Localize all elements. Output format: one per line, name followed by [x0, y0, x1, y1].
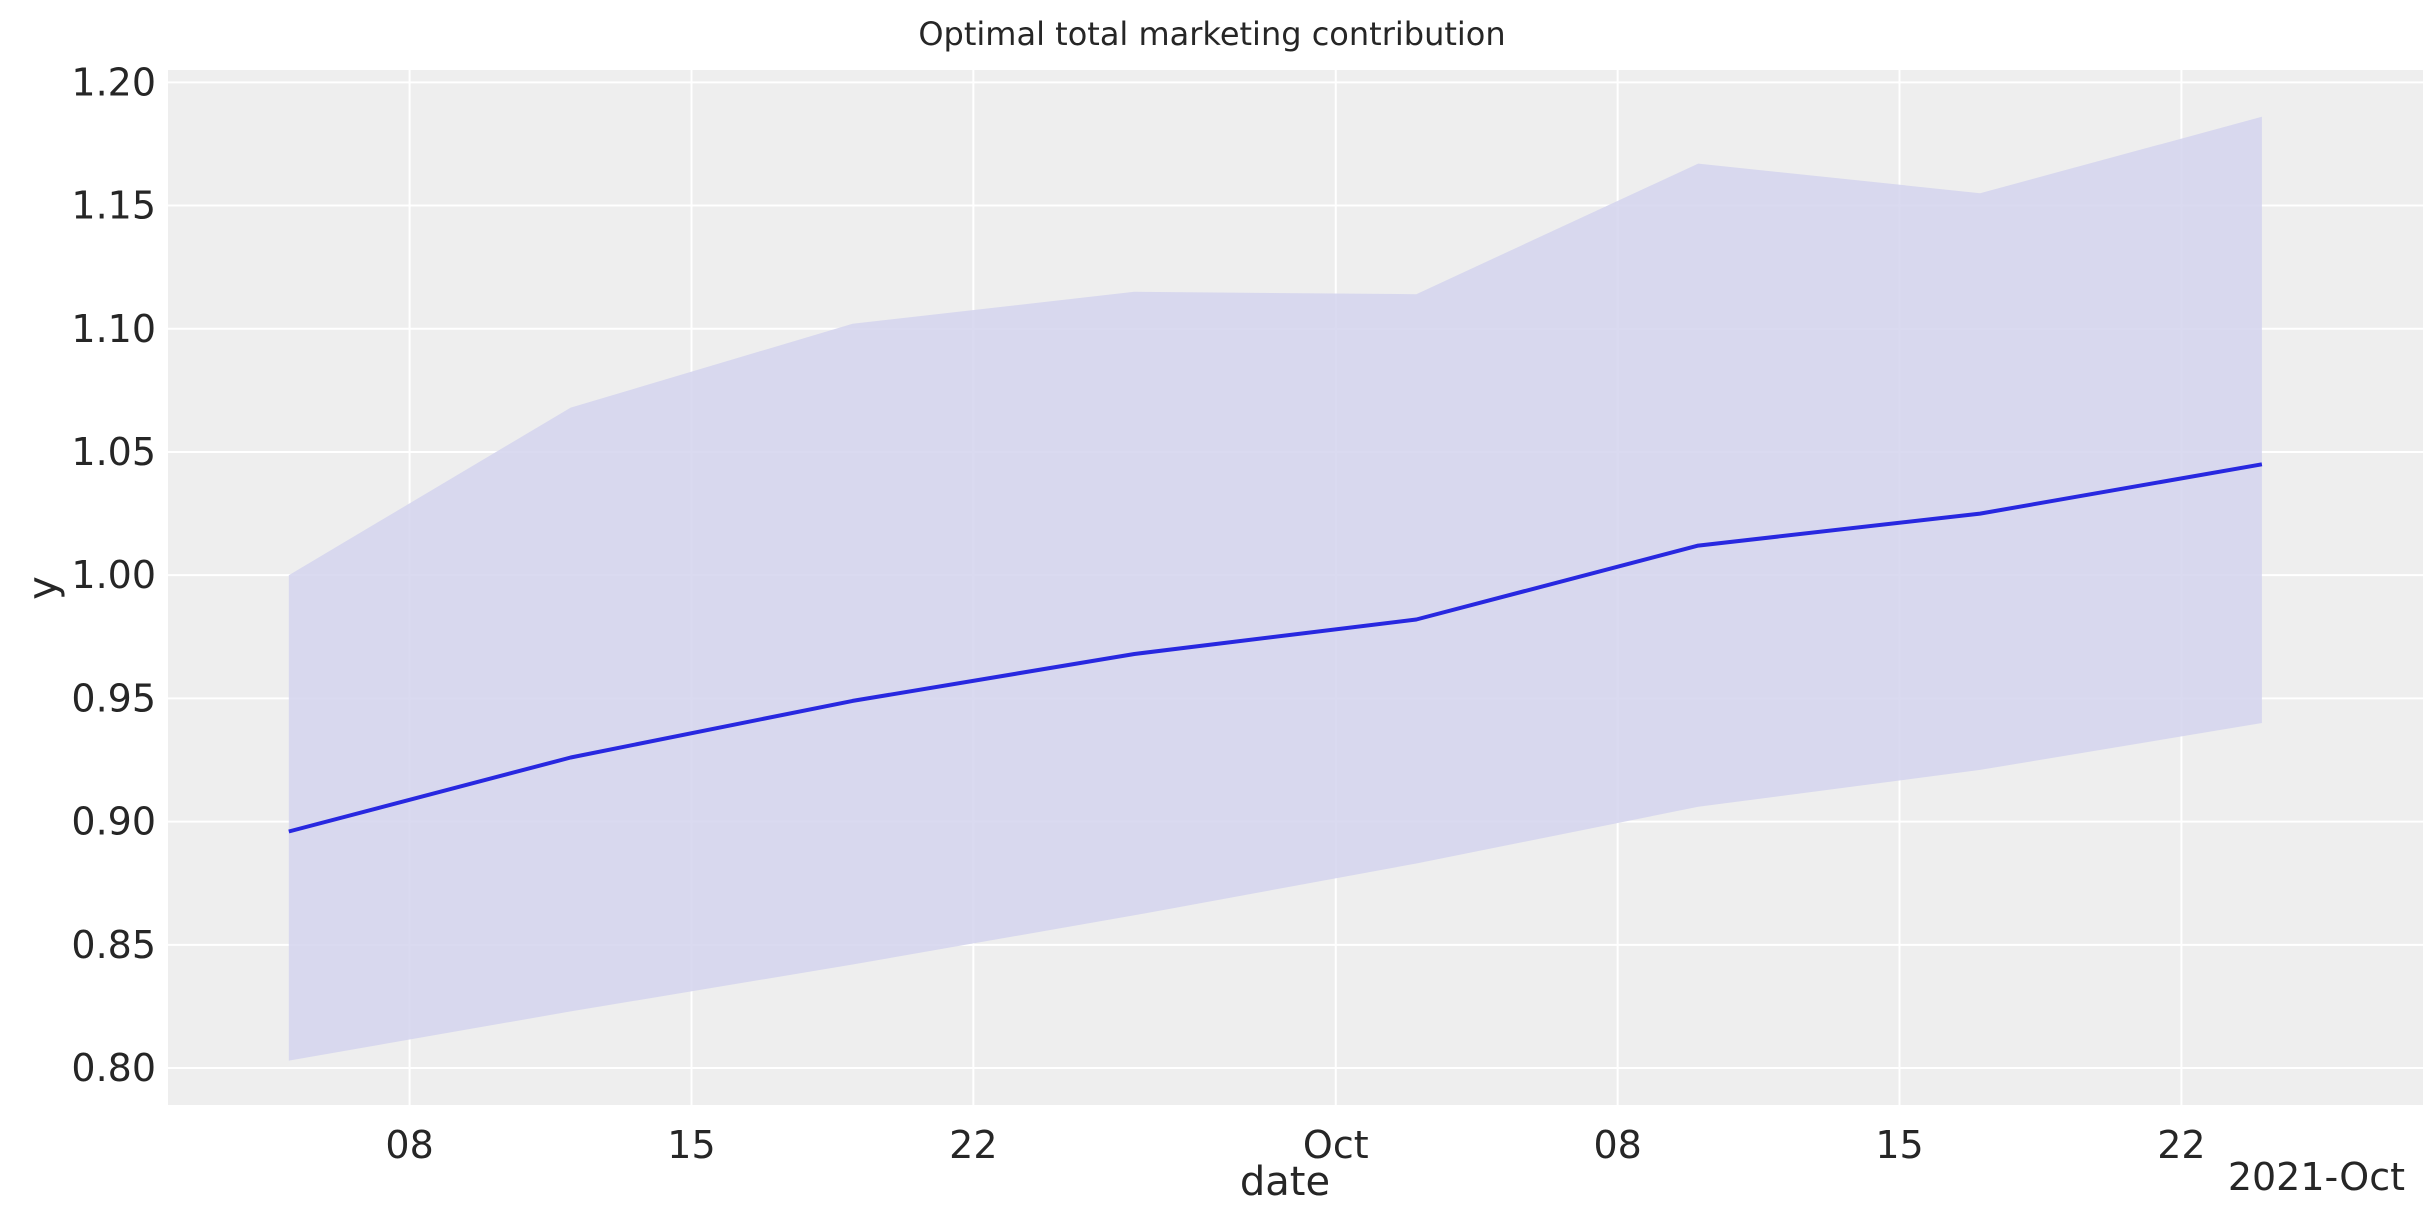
chart-title: Optimal total marketing contribution [918, 15, 1505, 53]
x-tick-label: 15 [667, 1123, 715, 1167]
y-tick-label: 1.20 [71, 60, 156, 104]
y-axis-label: y [20, 576, 66, 600]
x-tick-label: Oct [1303, 1123, 1369, 1167]
y-tick-label: 0.80 [71, 1046, 156, 1090]
y-tick-label: 0.95 [71, 676, 156, 720]
y-tick-label: 0.90 [71, 800, 156, 844]
x-tick-labels: 08 15 22 Oct 08 15 22 [385, 1123, 2205, 1167]
x-tick-label: 08 [385, 1123, 433, 1167]
series-lines [288, 462, 2263, 834]
x-tick-label: 08 [1593, 1123, 1641, 1167]
series-line [288, 462, 2263, 834]
x-tick-label: 22 [949, 1123, 997, 1167]
y-tick-label: 1.05 [71, 430, 156, 474]
uncertainty-band [288, 116, 2262, 1061]
x-tick-label: 22 [2157, 1123, 2205, 1167]
y-tick-label: 1.15 [71, 184, 156, 228]
x-axis-offset-label: 2021-Oct [2228, 1155, 2405, 1199]
y-tick-label: 1.00 [71, 553, 156, 597]
x-tick-label: 15 [1875, 1123, 1923, 1167]
y-tick-labels: 0.80 0.85 0.90 0.95 1.00 1.05 1.10 1.15 1.20 [71, 60, 156, 1090]
x-axis-label: date [1240, 1159, 1330, 1205]
uncertainty-bands [288, 116, 2262, 1061]
y-tick-label: 1.10 [71, 307, 156, 351]
y-tick-label: 0.85 [71, 923, 156, 967]
